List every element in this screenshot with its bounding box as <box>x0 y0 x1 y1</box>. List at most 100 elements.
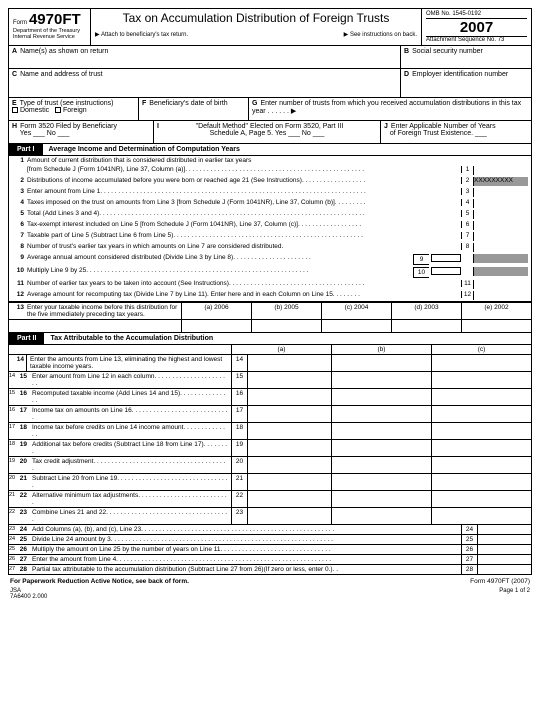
line-amt[interactable] <box>473 210 528 219</box>
amt-c[interactable] <box>431 508 531 524</box>
line-box: 21 <box>231 474 247 490</box>
amt-b[interactable] <box>331 389 431 405</box>
p2-line: 1516Recomputed taxable income (Add Lines… <box>9 388 531 405</box>
line-no: 7 <box>12 232 24 239</box>
opt-domestic: Domestic <box>20 107 49 114</box>
line-box: 4 <box>461 199 473 206</box>
checkbox-domestic[interactable] <box>12 107 18 113</box>
box-h-l2[interactable]: Yes ___ No ___ <box>20 130 70 137</box>
amt-c[interactable] <box>431 457 531 473</box>
line-amt[interactable] <box>477 525 531 534</box>
amt-c[interactable] <box>431 440 531 456</box>
sub-no: 22 <box>9 508 17 524</box>
line-text: Multiply the amount on Line 25 by the nu… <box>29 545 461 554</box>
line-amt[interactable] <box>473 188 528 197</box>
line-amt[interactable] <box>473 232 528 241</box>
yr-e-input[interactable] <box>461 320 531 332</box>
line-no: 19 <box>17 440 29 456</box>
amt-b[interactable] <box>331 372 431 388</box>
amt-c[interactable] <box>431 423 531 439</box>
line-amt[interactable] <box>477 535 531 544</box>
line-amt[interactable] <box>473 243 528 252</box>
box-f[interactable]: FBeneficiary's date of birth <box>139 98 249 120</box>
line-amt[interactable] <box>473 291 528 300</box>
p2-bottom-line: 2425Divide Line 24 amount by 3. . . . . … <box>9 534 531 544</box>
yr-b-input[interactable] <box>251 320 321 332</box>
line-amt[interactable] <box>473 166 528 175</box>
amt-a[interactable] <box>247 389 331 405</box>
box-a[interactable]: AName(s) as shown on return <box>9 46 401 68</box>
line-sm-input[interactable] <box>431 267 461 275</box>
line-amt[interactable] <box>477 545 531 554</box>
sub-no: 20 <box>9 474 17 490</box>
amt-c[interactable] <box>431 372 531 388</box>
box-d[interactable]: DEmployer identification number <box>401 69 531 97</box>
line-amt[interactable] <box>473 221 528 230</box>
amt-c[interactable] <box>431 389 531 405</box>
yr-d-input[interactable] <box>391 320 461 332</box>
box-b[interactable]: BSocial security number <box>401 46 531 68</box>
line-13-text: Enter your taxable income before this di… <box>27 304 178 318</box>
line-sm-input[interactable] <box>431 254 461 262</box>
amt-a[interactable] <box>247 440 331 456</box>
sub-no: 17 <box>9 423 17 439</box>
box-e: EType of trust (see instructions) Domest… <box>9 98 139 120</box>
line-sm-box: 9 <box>413 254 429 265</box>
sub-no: 15 <box>9 389 17 405</box>
amt-b[interactable] <box>331 440 431 456</box>
amt-a[interactable] <box>247 406 331 422</box>
amt-c[interactable] <box>431 491 531 507</box>
amt-b[interactable] <box>331 491 431 507</box>
box-j-l2[interactable]: of Foreign Trust Existence. ___ <box>390 130 487 137</box>
p2-line: 2122Alternative minimum tax adjustments.… <box>9 490 531 507</box>
line-no: 2 <box>12 177 24 184</box>
form-title: Tax on Accumulation Distribution of Fore… <box>95 11 417 25</box>
line-14-b[interactable] <box>331 355 431 371</box>
amt-a[interactable] <box>247 508 331 524</box>
form-word: Form <box>13 20 27 26</box>
yr-a-input[interactable] <box>181 320 251 332</box>
amt-b[interactable] <box>331 474 431 490</box>
line-text: Add Columns (a), (b), and (c), Line 23. … <box>29 525 461 534</box>
line-no: 5 <box>12 210 24 217</box>
amt-a[interactable] <box>247 457 331 473</box>
line-box: 15 <box>231 372 247 388</box>
line-box: 3 <box>461 188 473 195</box>
form-page: Form 4970FT Department of the Treasury I… <box>0 0 540 608</box>
line-14-a[interactable] <box>247 355 331 371</box>
line-text: Multiply Line 9 by 25. . . . . . . . . .… <box>27 267 413 274</box>
checkbox-foreign[interactable] <box>55 107 61 113</box>
footer-right: Form 4970FT (2007) <box>470 578 530 585</box>
yr-e: (e) 2002 <box>461 303 531 319</box>
line-no: 28 <box>17 565 29 574</box>
amt-b[interactable] <box>331 508 431 524</box>
amt-a[interactable] <box>247 491 331 507</box>
amt-c[interactable] <box>431 406 531 422</box>
box-i-l2[interactable]: Schedule A, Page 5. Yes ___ No ___ <box>210 130 325 137</box>
line-amt[interactable] <box>477 565 531 574</box>
line-text: Taxes imposed on the trust on amounts fr… <box>27 199 461 206</box>
line-14-c[interactable] <box>431 355 531 371</box>
amt-a[interactable] <box>247 423 331 439</box>
sub-no: 26 <box>9 555 17 564</box>
amt-a[interactable] <box>247 474 331 490</box>
box-g[interactable]: GEnter number of trusts from which you r… <box>249 98 531 120</box>
line-box: 12 <box>461 291 473 298</box>
amt-b[interactable] <box>331 423 431 439</box>
p1-line: 10Multiply Line 9 by 25. . . . . . . . .… <box>9 266 531 279</box>
amt-c[interactable] <box>431 474 531 490</box>
line-amt[interactable] <box>473 280 528 289</box>
yr-c-input[interactable] <box>321 320 391 332</box>
line-text: Number of trust's earlier tax years in w… <box>27 243 461 250</box>
line-amt[interactable] <box>473 199 528 208</box>
box-c[interactable]: CName and address of trust <box>9 69 401 97</box>
line-amt[interactable]: XXXXXXXXX <box>473 177 528 186</box>
amt-b[interactable] <box>331 457 431 473</box>
amt-b[interactable] <box>331 406 431 422</box>
line-no: 21 <box>17 474 29 490</box>
line-amt[interactable] <box>477 555 531 564</box>
box-f-label: Beneficiary's date of birth <box>149 100 227 107</box>
yr-c: (c) 2004 <box>321 303 391 319</box>
amt-a[interactable] <box>247 372 331 388</box>
line-no: 23 <box>17 508 29 524</box>
